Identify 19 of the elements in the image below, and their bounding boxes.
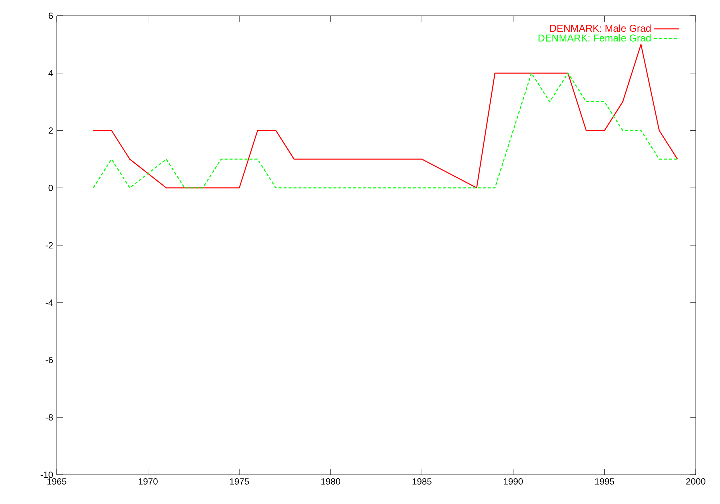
x-tick-label: 1990 (504, 478, 524, 485)
y-tick-label: -8 (46, 414, 54, 421)
x-tick-label: 1975 (230, 478, 250, 485)
y-tick-label: -10 (40, 472, 54, 478)
legend-label: DENMARK: Male Grad (550, 24, 651, 32)
legend-label: DENMARK: Female Grad (538, 34, 651, 42)
y-tick-label: 0 (48, 184, 54, 192)
y-tick-label: -2 (46, 242, 54, 249)
y-tick-label: 4 (48, 70, 54, 76)
x-tick-label: 1965 (48, 478, 67, 485)
y-tick-label: 2 (48, 128, 54, 134)
x-tick-label: 1970 (139, 478, 158, 485)
y-tick-label: -4 (46, 300, 54, 306)
x-tick-label: 1980 (322, 478, 340, 485)
x-tick-label: 2000 (686, 478, 706, 485)
x-tick-label: 1985 (412, 478, 432, 485)
y-tick-label: -6 (46, 357, 54, 364)
x-tick-label: 1995 (595, 478, 614, 485)
y-tick-label: 6 (48, 12, 54, 20)
